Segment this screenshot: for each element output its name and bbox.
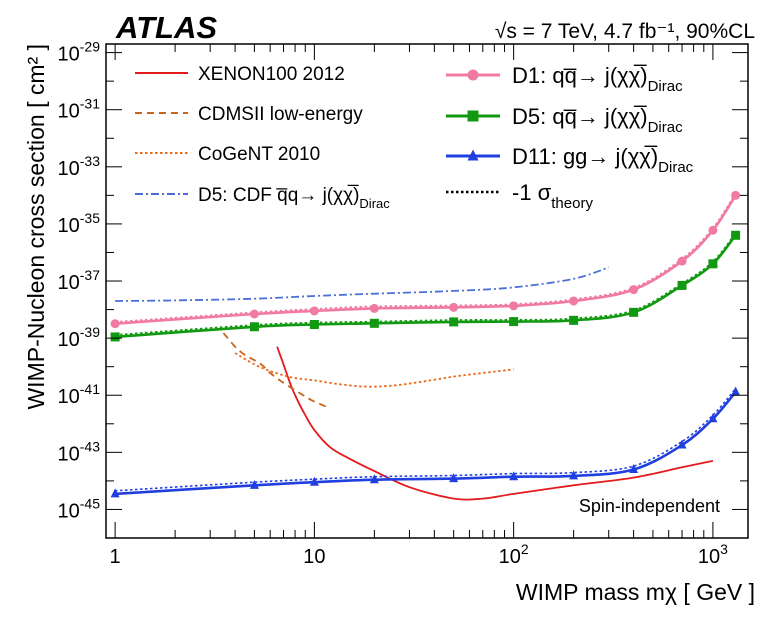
- legend-label: CoGeNT 2010: [198, 144, 320, 165]
- data-point: [677, 256, 687, 266]
- data-point: [309, 320, 319, 330]
- data-point: [110, 332, 120, 342]
- data-point: [677, 439, 687, 449]
- experiment-label: ATLAS: [115, 10, 217, 45]
- series-line: [222, 332, 331, 410]
- analysis-annotation: Spin-independent: [579, 496, 720, 516]
- plot-layer: [110, 190, 741, 501]
- data-point: [509, 317, 519, 327]
- x-tick-label: 1: [110, 546, 121, 568]
- data-point: [731, 230, 741, 240]
- data-point: [249, 479, 259, 489]
- data-point: [309, 306, 319, 316]
- data-point: [569, 315, 579, 325]
- series-line: [115, 194, 737, 325]
- data-point: [569, 470, 579, 480]
- data-point: [110, 488, 120, 498]
- data-point: [509, 471, 519, 481]
- x-tick-label: 10: [303, 546, 325, 568]
- data-point: [369, 318, 379, 328]
- series-line: [115, 388, 737, 492]
- data-point: [629, 285, 639, 295]
- data-point: [629, 464, 639, 474]
- legend-marker: [467, 69, 479, 81]
- data-point: [110, 319, 120, 329]
- data-point: [249, 309, 259, 319]
- data-point: [449, 302, 459, 312]
- data-point: [249, 322, 259, 332]
- series-line: [115, 192, 737, 323]
- data-point: [309, 476, 319, 486]
- x-axis-label: WIMP mass mχ [ GeV ]: [516, 579, 755, 605]
- data-point: [569, 296, 579, 306]
- series-line: [115, 266, 609, 302]
- conditions-label: √s = 7 TeV, 4.7 fb⁻¹, 90%CL: [495, 20, 755, 43]
- data-point: [708, 259, 718, 269]
- data-point: [509, 301, 519, 311]
- data-point: [369, 474, 379, 484]
- series-line: [276, 346, 714, 501]
- data-point: [731, 386, 741, 396]
- series-line: [115, 234, 737, 339]
- axes-layer: 1 10 102 10310-2910-3110-3310-3510-3710-391…: [58, 39, 749, 568]
- data-point: [708, 225, 718, 235]
- series-line: [234, 352, 514, 388]
- legend-label: CDMSII low-energy: [198, 104, 363, 125]
- series-line: [115, 391, 737, 496]
- y-tick-label: 10-31: [58, 96, 101, 123]
- legend-marker: [467, 149, 479, 161]
- data-point: [629, 307, 639, 317]
- plot-frame: [105, 43, 749, 539]
- data-point: [369, 303, 379, 313]
- data-point: [449, 473, 459, 483]
- data-point: [677, 280, 687, 290]
- y-tick-label: 10-35: [58, 210, 101, 237]
- data-point: [708, 413, 718, 423]
- legend-label: XENON100 2012: [198, 64, 345, 85]
- x-tick-label: 103: [698, 541, 728, 568]
- legend-marker: [467, 110, 479, 122]
- y-axis-label: WIMP-Nucleon cross section [ cm² ]: [23, 44, 49, 410]
- data-point: [449, 317, 459, 327]
